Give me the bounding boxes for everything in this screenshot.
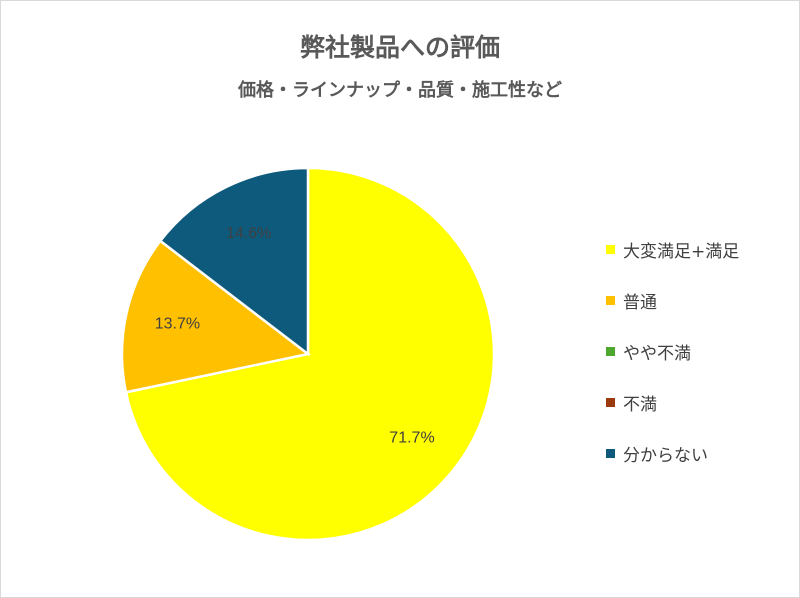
legend-label: 大変満足+満足 bbox=[623, 242, 740, 262]
data-label: 71.7% bbox=[389, 430, 434, 447]
legend: 大変満足+満足 普通 やや不満 不満 分からない bbox=[606, 224, 739, 479]
data-label: 13.7% bbox=[155, 316, 200, 333]
legend-swatch bbox=[606, 296, 615, 305]
legend-swatch bbox=[606, 347, 615, 356]
chart-title: 弊社製品への評価 bbox=[299, 33, 500, 62]
legend-item: やや不満 bbox=[606, 326, 739, 377]
legend-swatch bbox=[606, 245, 615, 254]
legend-label: 普通 bbox=[623, 293, 657, 313]
legend-swatch bbox=[606, 449, 615, 458]
legend-item: 不満 bbox=[606, 377, 739, 428]
legend-item: 普通 bbox=[606, 275, 739, 326]
legend-label: 分からない bbox=[623, 446, 708, 466]
legend-label: 不満 bbox=[623, 395, 657, 415]
chart-subtitle: 価格・ラインナップ・品質・施工性など bbox=[238, 80, 562, 101]
data-label: 14.6% bbox=[226, 225, 271, 242]
legend-item: 分からない bbox=[606, 428, 739, 479]
legend-item: 大変満足+満足 bbox=[606, 224, 739, 275]
pie-slice bbox=[158, 166, 310, 357]
pie-slice bbox=[120, 239, 311, 394]
legend-label: やや不満 bbox=[623, 344, 691, 364]
legend-swatch bbox=[606, 398, 615, 407]
